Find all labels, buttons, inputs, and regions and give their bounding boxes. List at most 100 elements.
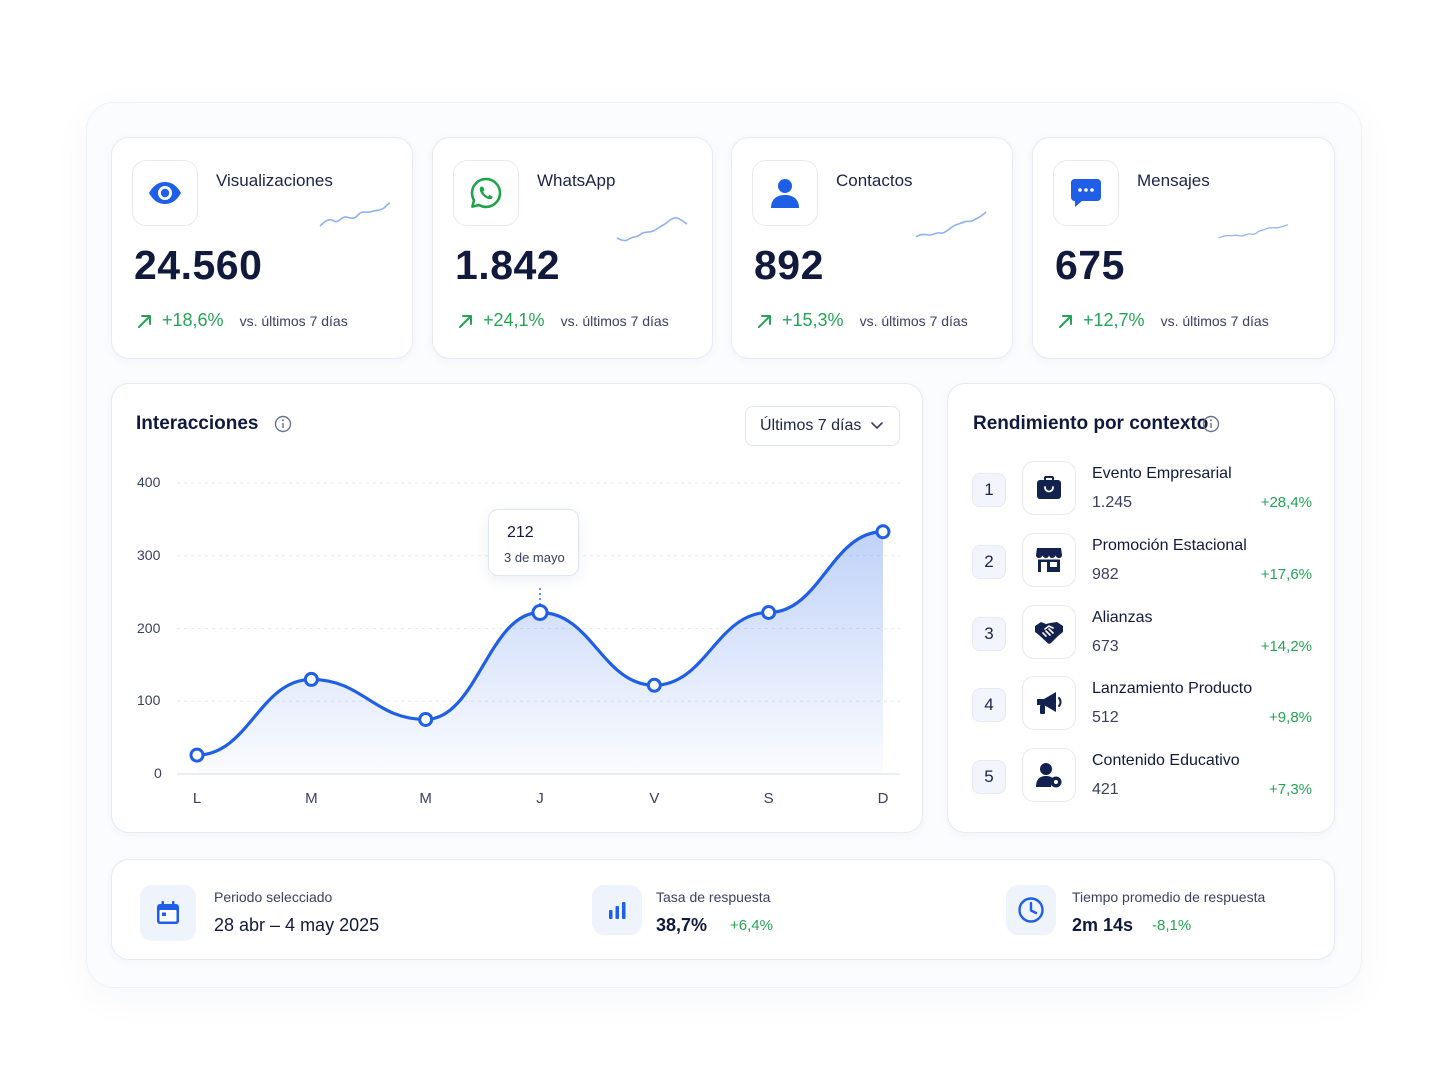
- context-name: Evento Empresarial: [1092, 465, 1232, 482]
- context-delta: +28,4%: [1260, 494, 1312, 511]
- arrow-up-right-icon: [138, 314, 151, 328]
- period-value: 28 abr – 4 may 2025: [214, 915, 380, 935]
- briefcase-icon: [1022, 461, 1076, 515]
- summary-card: Periodo selecciado 28 abr – 4 may 2025 T…: [111, 859, 1335, 960]
- context-item[interactable]: 5 Contenido Educativo 421 +7,3%: [972, 748, 1312, 806]
- series-area: [197, 531, 883, 774]
- context-item[interactable]: 2 Promoción Estacional 982 +17,6%: [972, 533, 1312, 591]
- data-point: [303, 671, 319, 687]
- x-tick-label: D: [877, 790, 889, 807]
- x-tick-label: V: [649, 790, 660, 807]
- range-select-value: Últimos 7 días: [760, 417, 862, 434]
- stat-label: Visualizaciones: [216, 171, 333, 190]
- x-tick-label: L: [192, 790, 202, 807]
- x-tick-label: S: [763, 790, 774, 807]
- context-count: 673: [1092, 638, 1119, 655]
- context-count: 421: [1092, 781, 1119, 798]
- time-value: 2m 14s: [1072, 915, 1134, 935]
- context-count: 1.245: [1092, 494, 1133, 511]
- user-settings-icon: [1022, 748, 1076, 802]
- stat-value: 24.560: [134, 242, 263, 288]
- stat-card-whatsapp[interactable]: WhatsApp 1.842 +24,1% vs. últimos 7 días: [432, 137, 713, 359]
- period-label: Periodo selecciado: [214, 889, 333, 905]
- x-tick-label: J: [536, 790, 544, 807]
- megaphone-icon: [1022, 676, 1076, 730]
- delta-value: +15,3%: [782, 310, 844, 330]
- context-name: Lanzamiento Producto: [1092, 680, 1253, 697]
- bar-chart-icon: [592, 885, 642, 935]
- rate-value: 38,7%: [656, 915, 708, 935]
- context-item[interactable]: 1 Evento Empresarial 1.245 +28,4%: [972, 461, 1312, 519]
- context-name: Promoción Estacional: [1092, 537, 1247, 554]
- stat-card-mensajes[interactable]: Mensajes 675 +12,7% vs. últimos 7 días: [1032, 137, 1335, 359]
- arrow-up-right-icon: [459, 314, 472, 328]
- data-point: [646, 677, 662, 693]
- context-rank: 4: [972, 688, 1006, 722]
- stat-label: Contactos: [836, 171, 913, 190]
- stat-value: 675: [1055, 242, 1125, 288]
- handshake-icon: [1022, 605, 1076, 659]
- arrow-up-right-icon: [1059, 314, 1072, 328]
- y-tick-label: 200: [137, 619, 161, 636]
- context-rank: 3: [972, 617, 1006, 651]
- sparkline: [1218, 224, 1289, 239]
- stat-card-contactos[interactable]: Contactos 892 +15,3% vs. últimos 7 días: [731, 137, 1013, 359]
- stat-delta: +18,6% vs. últimos 7 días: [136, 310, 348, 331]
- data-point: [875, 524, 891, 540]
- sparkline: [319, 202, 391, 227]
- rate-label: Tasa de respuesta: [656, 889, 771, 905]
- context-count: 982: [1092, 566, 1119, 583]
- y-tick-label: 400: [137, 474, 161, 490]
- sparkline: [616, 217, 688, 242]
- clock-icon: [1006, 885, 1056, 935]
- delta-reference: vs. últimos 7 días: [859, 312, 968, 329]
- data-point: [418, 711, 434, 727]
- stat-delta: +12,7% vs. últimos 7 días: [1057, 310, 1269, 331]
- stat-value: 1.842: [455, 242, 561, 288]
- x-tick-label: M: [419, 790, 432, 807]
- stat-value: 892: [754, 242, 824, 288]
- stat-delta: +24,1% vs. últimos 7 días: [457, 310, 669, 331]
- delta-reference: vs. últimos 7 días: [239, 312, 348, 329]
- rate-delta: +6,4%: [730, 917, 773, 934]
- stat-label: WhatsApp: [537, 171, 616, 190]
- context-rank: 1: [972, 473, 1006, 507]
- stat-label: Mensajes: [1137, 171, 1210, 190]
- tooltip-date: 3 de mayo: [504, 550, 565, 565]
- arrow-up-right-icon: [758, 314, 771, 328]
- y-tick-label: 0: [154, 765, 162, 781]
- delta-value: +18,6%: [162, 310, 224, 330]
- context-delta: +14,2%: [1260, 638, 1312, 655]
- stat-delta: +15,3% vs. últimos 7 días: [756, 310, 968, 331]
- context-item[interactable]: 4 Lanzamiento Producto 512 +9,8%: [972, 676, 1312, 734]
- x-tick-label: M: [305, 790, 318, 807]
- context-item[interactable]: 3 Alianzas 673 +14,2%: [972, 605, 1312, 663]
- delta-value: +24,1%: [483, 310, 545, 330]
- chart-tooltip: 212 3 de mayo: [488, 509, 579, 576]
- time-delta: -8,1%: [1152, 917, 1192, 934]
- info-icon[interactable]: [1202, 415, 1220, 433]
- data-point: [189, 747, 205, 763]
- eye-icon: [132, 160, 198, 226]
- context-count: 512: [1092, 709, 1119, 726]
- whatsapp-icon: [453, 160, 519, 226]
- context-rank: 2: [972, 545, 1006, 579]
- stat-card-visualizaciones[interactable]: Visualizaciones 24.560 +18,6% vs. último…: [111, 137, 413, 359]
- delta-value: +12,7%: [1083, 310, 1145, 330]
- interactions-title: Interacciones: [136, 413, 259, 434]
- context-delta: +7,3%: [1269, 781, 1312, 798]
- context-rank: 5: [972, 760, 1006, 794]
- context-title: Rendimiento por contexto: [973, 413, 1209, 434]
- interactions-chart: [177, 482, 900, 775]
- info-icon[interactable]: [274, 415, 292, 433]
- context-name: Alianzas: [1092, 609, 1153, 626]
- calendar-icon: [140, 885, 196, 941]
- delta-reference: vs. últimos 7 días: [1160, 312, 1269, 329]
- range-select[interactable]: Últimos 7 días: [745, 406, 900, 446]
- interactions-card: Interacciones Últimos 7 días 0 100 200 300 4…: [111, 383, 923, 833]
- context-delta: +9,8%: [1269, 709, 1312, 726]
- y-tick-label: 100: [137, 692, 161, 709]
- context-name: Contenido Educativo: [1092, 752, 1240, 769]
- y-tick-label: 300: [137, 546, 161, 563]
